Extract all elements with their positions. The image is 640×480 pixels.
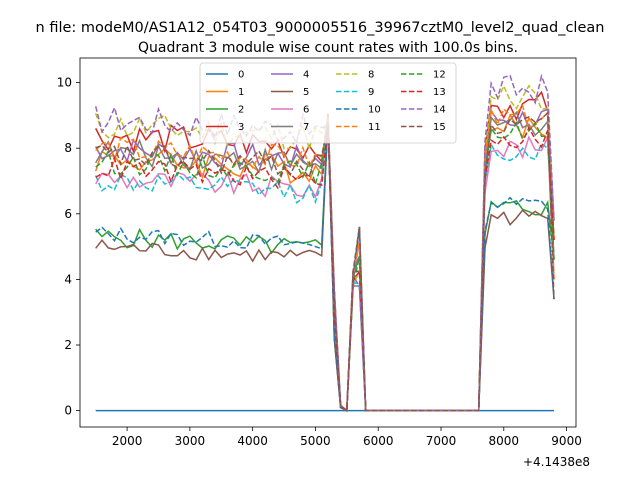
legend-label-7: 7: [303, 122, 309, 133]
legend-label-0: 0: [238, 70, 244, 81]
y-tick-label: 0: [64, 404, 72, 418]
chart-title: Quadrant 3 module wise count rates with …: [138, 40, 518, 56]
legend-label-11: 11: [368, 122, 381, 133]
plot-frame: [79, 57, 577, 428]
legend-label-1: 1: [238, 87, 244, 98]
legend-label-2: 2: [238, 105, 244, 116]
legend-label-9: 9: [368, 87, 374, 98]
y-tick-label: 6: [64, 207, 72, 221]
x-tick-label: 7000: [426, 434, 457, 448]
x-tick-label: 8000: [489, 434, 520, 448]
figure-suptitle: n file: modeM0/AS1A12_054T03_9000005516_…: [36, 20, 605, 36]
x-tick-label: 3000: [175, 434, 206, 448]
x-tick-label: 9000: [551, 434, 582, 448]
x-tick-label: 5000: [300, 434, 331, 448]
x-axis: 2000 3000 4000 5000 6000 7000 8000 9000: [112, 427, 582, 448]
legend-label-6: 6: [303, 105, 309, 116]
y-axis: 0 2 4 6 8 10: [57, 76, 80, 418]
legend-label-10: 10: [368, 105, 381, 116]
legend-label-4: 4: [303, 70, 309, 81]
x-tick-label: 6000: [363, 434, 394, 448]
legend-label-5: 5: [303, 87, 309, 98]
legend-label-15: 15: [433, 122, 446, 133]
legend-label-14: 14: [433, 105, 446, 116]
y-tick-label: 2: [64, 338, 72, 352]
legend-label-13: 13: [433, 87, 446, 98]
y-tick-label: 10: [57, 76, 72, 90]
x-tick-label: 4000: [237, 434, 268, 448]
legend-label-3: 3: [238, 122, 244, 133]
legend-label-8: 8: [368, 70, 374, 81]
y-tick-label: 4: [64, 272, 72, 286]
y-tick-label: 8: [64, 141, 72, 155]
legend-label-12: 12: [433, 70, 446, 81]
x-axis-offset-label: +4.1438e8: [523, 455, 590, 469]
legend-box: [199, 62, 457, 144]
x-tick-label: 2000: [112, 434, 143, 448]
